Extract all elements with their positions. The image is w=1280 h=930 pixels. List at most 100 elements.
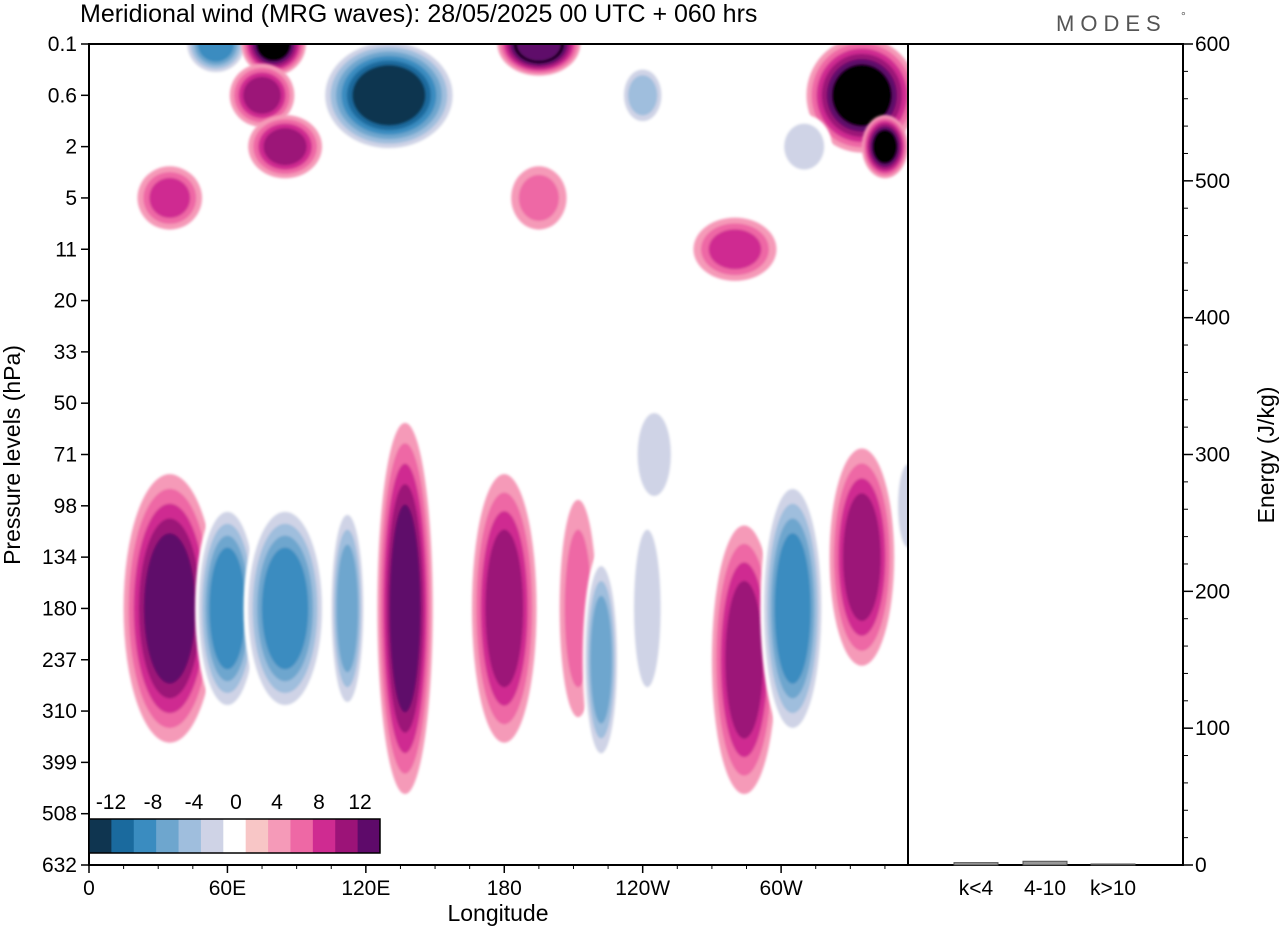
heatmap-feature xyxy=(582,551,620,769)
energy-bars: k<4 4-10 k>10 xyxy=(953,860,1136,900)
heatmap-feature xyxy=(760,474,825,743)
y-tick-label: 0.1 xyxy=(48,33,77,56)
x-tick-label: 120E xyxy=(341,877,390,900)
x-tick-label: 60W xyxy=(760,877,803,900)
colorbar-label: -12 xyxy=(96,791,126,814)
colorbar-swatch xyxy=(89,819,112,853)
contour-level xyxy=(352,65,426,126)
contour-level xyxy=(389,504,421,713)
colorbar-swatch xyxy=(200,819,224,853)
colorbar-label: -8 xyxy=(144,791,163,814)
heatmap-feature xyxy=(243,499,327,718)
colorbar-swatch xyxy=(178,819,202,853)
contour-level xyxy=(628,75,658,116)
chart-title: Meridional wind (MRG waves): 28/05/2025 … xyxy=(80,0,757,28)
colorbar: -12 -8 -4 0 4 8 12 xyxy=(88,791,381,854)
energy-tick-label: 0 xyxy=(1195,854,1207,877)
contour-level xyxy=(897,464,908,548)
heatmap-feature xyxy=(711,525,777,795)
contour-level xyxy=(336,544,359,673)
colorbar-swatch xyxy=(111,819,135,853)
heatmap-feature xyxy=(319,44,459,153)
heatmap-feature xyxy=(619,63,666,127)
contour-level xyxy=(243,76,282,114)
contour-level xyxy=(485,529,524,688)
energy-tick-label: 300 xyxy=(1195,444,1230,467)
y-tick-label: 5 xyxy=(65,187,77,210)
heatmap-feature xyxy=(183,44,249,76)
heatmap-feature xyxy=(861,114,908,179)
x-tick-label: 60E xyxy=(209,877,246,900)
x-axis-label: Longitude xyxy=(447,900,548,926)
energy-y-axis: 0 100 200 300 400 500 600 xyxy=(1183,33,1230,877)
colorbar-swatch xyxy=(156,819,180,853)
y-tick-label: 33 xyxy=(54,341,77,364)
heatmap-feature xyxy=(377,422,433,795)
y-tick-label: 2 xyxy=(65,136,77,159)
energy-tick-label: 400 xyxy=(1195,307,1230,330)
y-tick-label: 71 xyxy=(54,444,77,467)
heatmap-feature xyxy=(829,448,895,666)
colorbar-swatch xyxy=(133,819,157,853)
energy-axis-label: Energy (J/kg) xyxy=(1253,387,1279,524)
x-tick-label: 120W xyxy=(615,877,670,900)
energy-tick-label: 600 xyxy=(1195,33,1230,56)
x-axis: 0 60E 120E 180 120W 60W xyxy=(83,865,886,900)
energy-category-label: k<4 xyxy=(959,877,994,900)
contour-level xyxy=(516,44,561,61)
heatmap-feature xyxy=(628,499,666,718)
energy-panel-frame xyxy=(907,43,1184,866)
colorbar-swatch xyxy=(312,819,336,853)
brand-mark: ° xyxy=(1181,9,1186,23)
y-tick-label: 180 xyxy=(42,597,77,620)
y-tick-label: 399 xyxy=(42,751,77,774)
y-tick-label: 98 xyxy=(54,495,77,518)
contour-level xyxy=(872,129,898,164)
colorbar-swatch xyxy=(335,819,359,853)
heatmap-feature xyxy=(511,166,567,230)
heatmap-feature xyxy=(497,44,581,76)
energy-tick-label: 100 xyxy=(1195,717,1230,740)
y-tick-label: 0.6 xyxy=(48,84,77,107)
heatmap-feature xyxy=(776,114,832,179)
y-tick-label: 11 xyxy=(55,238,77,261)
contour-level xyxy=(590,595,613,724)
contour-level xyxy=(143,533,196,684)
contour-level xyxy=(831,64,892,127)
contour-level xyxy=(708,229,762,270)
contour-level xyxy=(209,547,246,670)
y-tick-label: 508 xyxy=(42,803,77,826)
energy-bar xyxy=(1090,863,1136,866)
heatmap-feature xyxy=(328,499,366,718)
y-tick-label: 50 xyxy=(54,392,77,415)
y-axis-label: Pressure levels (hPa) xyxy=(0,345,25,565)
contour-level xyxy=(842,493,881,621)
y-axis: 0.1 0.6 2 5 11 20 33 50 71 98 134 180 237 310 399 508 63… xyxy=(42,33,89,877)
heatmap-feature xyxy=(806,44,908,153)
heatmap-feature xyxy=(471,474,537,743)
colorbar-label: 12 xyxy=(348,791,371,814)
colorbar-swatch xyxy=(357,819,381,853)
energy-tick-label: 500 xyxy=(1195,170,1230,193)
colorbar-label: -4 xyxy=(185,791,204,814)
contour-level xyxy=(633,529,661,688)
contour-level xyxy=(197,44,234,62)
contour-level xyxy=(637,412,671,497)
colorbar-swatch xyxy=(223,819,247,853)
heatmap-feature xyxy=(894,448,908,564)
contour-level xyxy=(784,123,825,170)
colorbar-frame xyxy=(88,818,381,854)
colorbar-label: 0 xyxy=(230,791,242,814)
y-tick-label: 20 xyxy=(54,290,77,313)
heatmap-feature xyxy=(229,63,295,127)
heatmap-feature xyxy=(123,474,216,743)
energy-category-label: 4-10 xyxy=(1024,877,1066,900)
colorbar-label: 4 xyxy=(271,791,283,814)
colorbar-swatch xyxy=(268,819,291,853)
energy-bar xyxy=(953,862,999,866)
heatmap-feature xyxy=(693,217,777,281)
colorbar-swatch xyxy=(245,819,269,853)
heatmap-feature xyxy=(195,499,260,718)
heatmap-feature xyxy=(137,166,203,230)
brand-logo: MODES xyxy=(1056,11,1167,36)
